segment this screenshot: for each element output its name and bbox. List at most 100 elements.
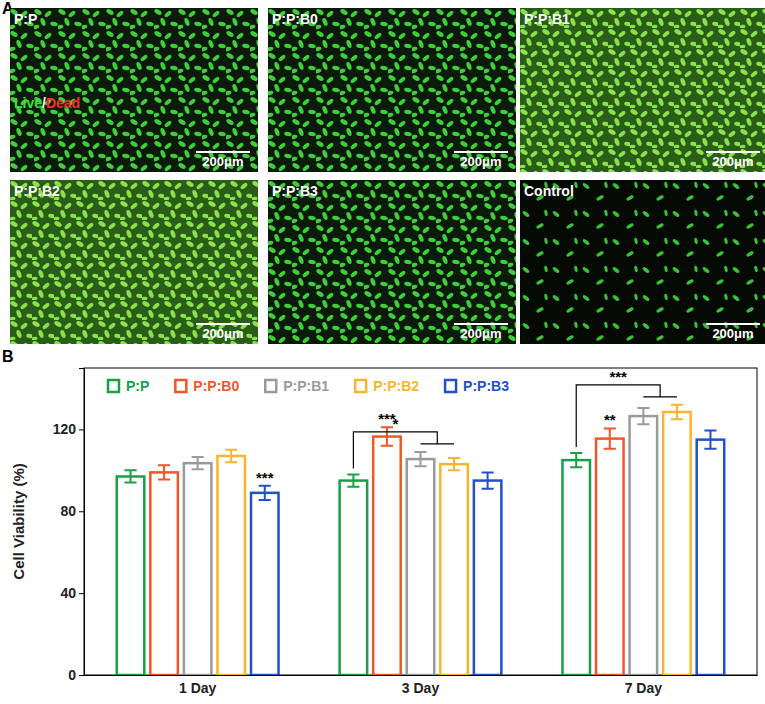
series	[251, 430, 724, 675]
plot-frame	[84, 368, 757, 675]
bar	[251, 493, 279, 675]
scale-bar-label: 200μm	[202, 326, 243, 341]
error-bar	[637, 408, 649, 424]
error-bar	[482, 472, 494, 488]
y-tick: 0	[68, 667, 84, 683]
error-bar	[604, 428, 616, 448]
error-bar	[414, 452, 426, 466]
legend-label: P:P:B1	[283, 378, 329, 394]
legend-item: P:P:B2	[355, 378, 419, 394]
bar	[663, 412, 691, 675]
error-bar	[124, 470, 136, 482]
bar	[340, 481, 368, 675]
micrograph	[268, 180, 516, 344]
bar	[217, 456, 245, 675]
legend-item: P:P:B1	[265, 378, 329, 394]
bar	[407, 459, 435, 675]
tile-label: Control	[524, 183, 574, 199]
bar	[373, 437, 401, 675]
legend-item: P:P:B3	[445, 378, 509, 394]
bar	[630, 416, 658, 675]
series	[117, 453, 590, 675]
micrograph-tile: P:P:B0 200μm	[268, 8, 516, 172]
significance-label: ***	[609, 368, 627, 385]
tile-label: P:P:B2	[14, 183, 60, 199]
stain-dead: Dead	[46, 95, 80, 111]
series	[150, 427, 623, 675]
error-bar	[192, 457, 204, 469]
legend-swatch	[355, 380, 366, 392]
bar	[474, 481, 502, 675]
scale-bar	[706, 323, 760, 325]
y-tick-mark	[79, 593, 84, 594]
tile-label: P:P:B0	[272, 11, 318, 27]
x-tick-label: 7 Day	[625, 680, 663, 696]
legend-label: P:P:B3	[463, 378, 509, 394]
scale-bar-label: 200μm	[460, 326, 501, 341]
scale-bar	[454, 323, 508, 325]
error-bar	[381, 427, 393, 445]
y-axis: 0 40 80 120	[53, 369, 85, 683]
stain-live: Live	[14, 95, 42, 111]
error-bar	[225, 450, 237, 462]
series	[184, 408, 657, 675]
micrograph-tile: P:P 200μm Live/Dead	[10, 8, 258, 172]
tile-label: P:P	[14, 11, 37, 27]
x-axis-line	[85, 675, 758, 676]
scale-bar-label: 200μm	[202, 154, 243, 169]
bar	[697, 440, 725, 675]
micrograph	[520, 180, 765, 344]
x-axis: 1 Day 3 Day 7 Day	[85, 675, 758, 696]
micrograph-tile: P:P:B3 200μm	[268, 180, 516, 344]
scale-bar	[196, 151, 250, 153]
x-tick: 7 Day	[625, 675, 663, 696]
y-axis-line	[79, 369, 85, 676]
y-axis-title: Cell Viability (%)	[10, 463, 27, 579]
legend: P:P P:P:B0 P:P:B1 P:P:B2 P:P:B3	[108, 378, 509, 394]
scale-bar-label: 200μm	[712, 154, 753, 169]
series	[217, 405, 690, 675]
legend-swatch	[108, 380, 119, 392]
error-bar	[448, 458, 460, 470]
legend-label: P:P:B0	[193, 378, 239, 394]
significance-bracket	[353, 432, 454, 469]
y-tick-mark	[79, 429, 84, 430]
micrograph	[520, 8, 765, 172]
legend-item: P:P	[108, 378, 149, 394]
marks	[117, 405, 724, 675]
scale-bar-label: 200μm	[712, 326, 753, 341]
scale-bar	[454, 151, 508, 153]
micrograph-tile: P:P:B1 200μm	[520, 8, 765, 172]
y-tick-label: 0	[68, 667, 76, 683]
error-bar	[259, 486, 271, 500]
y-tick-label: 40	[60, 585, 76, 601]
error-bar	[671, 405, 683, 419]
legend-label: P:P:B2	[373, 378, 419, 394]
bar	[596, 439, 624, 675]
significance-label: *	[392, 415, 398, 432]
scale-bar-label: 200μm	[460, 154, 501, 169]
error-bar	[158, 465, 170, 479]
legend-item: P:P:B0	[175, 378, 239, 394]
bar	[150, 472, 178, 675]
y-tick: 120	[53, 421, 84, 437]
legend-swatch	[445, 380, 456, 392]
panel-label: B	[2, 348, 14, 365]
significance-label: ***	[256, 469, 274, 486]
error-bar	[704, 430, 716, 448]
stain-legend: Live/Dead	[14, 95, 80, 111]
bar	[562, 460, 590, 675]
micrograph	[10, 180, 258, 344]
annotations: ************	[256, 368, 677, 486]
y-tick-mark	[79, 675, 84, 676]
x-tick-label: 3 Day	[402, 680, 440, 696]
bar	[440, 464, 468, 675]
x-tick: 1 Day	[179, 675, 217, 696]
tile-label: P:P:B1	[524, 11, 570, 27]
significance-label: **	[604, 411, 616, 428]
y-tick-label: 80	[60, 503, 76, 519]
micrograph-tile: Control 200μm	[520, 180, 765, 344]
tile-label: P:P:B3	[272, 183, 318, 199]
y-tick: 40	[60, 585, 84, 601]
micrograph	[10, 8, 258, 172]
